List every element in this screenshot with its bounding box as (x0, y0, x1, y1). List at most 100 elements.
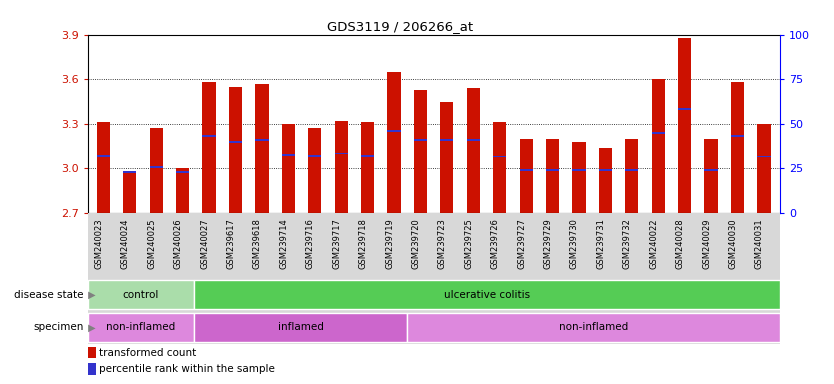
Bar (731, 135, 744, 137)
Bar (194, 280, 780, 310)
Bar (651, 132, 665, 134)
Text: GSM239729: GSM239729 (544, 218, 553, 269)
Text: GSM239732: GSM239732 (623, 218, 632, 269)
Text: ▶: ▶ (85, 322, 96, 333)
Bar (626, 139, 639, 213)
Bar (229, 87, 242, 213)
Bar (678, 108, 691, 110)
Text: GSM240025: GSM240025 (148, 218, 156, 269)
Bar (282, 124, 295, 213)
Text: GSM239723: GSM239723 (438, 218, 447, 269)
Bar (149, 166, 163, 168)
Text: GSM239731: GSM239731 (596, 218, 605, 269)
Text: GSM239725: GSM239725 (465, 218, 474, 269)
Bar (572, 142, 585, 213)
Bar (361, 122, 374, 213)
Bar (97, 155, 110, 157)
Text: GSM239727: GSM239727 (517, 218, 526, 269)
Text: GSM239717: GSM239717 (332, 218, 341, 269)
Bar (203, 135, 216, 137)
Bar (255, 84, 269, 213)
Text: transformed count: transformed count (98, 348, 196, 358)
Bar (88, 363, 96, 375)
Bar (194, 313, 407, 342)
Text: GSM239716: GSM239716 (306, 218, 314, 269)
Text: disease state: disease state (14, 290, 83, 300)
Bar (520, 139, 533, 213)
Text: percentile rank within the sample: percentile rank within the sample (98, 364, 274, 374)
Bar (203, 82, 216, 213)
Bar (414, 89, 427, 213)
Bar (414, 139, 427, 141)
Bar (757, 124, 771, 213)
Bar (388, 72, 400, 213)
Text: specimen: specimen (33, 322, 83, 333)
Text: GSM240026: GSM240026 (173, 218, 183, 269)
Bar (626, 169, 639, 171)
Bar (88, 313, 194, 342)
Text: GSM239730: GSM239730 (570, 218, 579, 269)
Bar (388, 130, 400, 132)
Text: GSM239719: GSM239719 (385, 218, 394, 269)
Bar (176, 171, 189, 173)
Text: ▶: ▶ (85, 290, 96, 300)
Bar (88, 347, 96, 358)
Bar (309, 128, 321, 213)
Bar (467, 88, 480, 213)
Text: GSM239714: GSM239714 (279, 218, 289, 269)
Bar (678, 38, 691, 213)
Bar (599, 169, 612, 171)
Bar (88, 278, 780, 311)
Text: GSM240027: GSM240027 (200, 218, 209, 269)
Text: GSM240022: GSM240022 (649, 218, 658, 269)
Bar (599, 147, 612, 213)
Text: GDS3119 / 206266_at: GDS3119 / 206266_at (327, 20, 474, 33)
Bar (493, 156, 506, 157)
Bar (334, 121, 348, 213)
Text: GSM240024: GSM240024 (121, 218, 130, 269)
Bar (407, 313, 780, 342)
Bar (705, 139, 718, 213)
Text: GSM240023: GSM240023 (94, 218, 103, 269)
Bar (334, 152, 348, 154)
Bar (88, 311, 780, 344)
Bar (309, 155, 321, 157)
Bar (651, 79, 665, 213)
Bar (572, 169, 585, 171)
Bar (705, 169, 718, 171)
Text: GSM240028: GSM240028 (676, 218, 685, 269)
FancyBboxPatch shape (88, 213, 780, 278)
Bar (255, 139, 269, 141)
Bar (361, 155, 374, 157)
Bar (440, 139, 454, 141)
Bar (88, 280, 194, 310)
Bar (520, 169, 533, 171)
Bar (123, 171, 137, 173)
Text: GSM240030: GSM240030 (729, 218, 737, 269)
Bar (493, 122, 506, 213)
Bar (123, 173, 137, 213)
Bar (757, 156, 771, 157)
Text: GSM240029: GSM240029 (702, 218, 711, 269)
Bar (731, 82, 744, 213)
Text: GSM239618: GSM239618 (253, 218, 262, 269)
Text: ulcerative colitis: ulcerative colitis (444, 290, 530, 300)
Text: GSM239720: GSM239720 (411, 218, 420, 269)
Text: GSM239617: GSM239617 (227, 218, 235, 269)
Text: inflamed: inflamed (278, 322, 324, 333)
Bar (467, 139, 480, 141)
Bar (229, 141, 242, 142)
Bar (546, 169, 559, 171)
Bar (546, 139, 559, 213)
Bar (176, 169, 189, 213)
Bar (97, 122, 110, 213)
Text: non-inflamed: non-inflamed (559, 322, 628, 333)
Text: GSM239718: GSM239718 (359, 218, 368, 269)
Text: control: control (123, 290, 159, 300)
Bar (149, 128, 163, 213)
Bar (282, 154, 295, 156)
Text: GSM240031: GSM240031 (755, 218, 764, 269)
Bar (440, 101, 454, 213)
Text: GSM239726: GSM239726 (490, 218, 500, 269)
Text: non-inflamed: non-inflamed (106, 322, 175, 333)
